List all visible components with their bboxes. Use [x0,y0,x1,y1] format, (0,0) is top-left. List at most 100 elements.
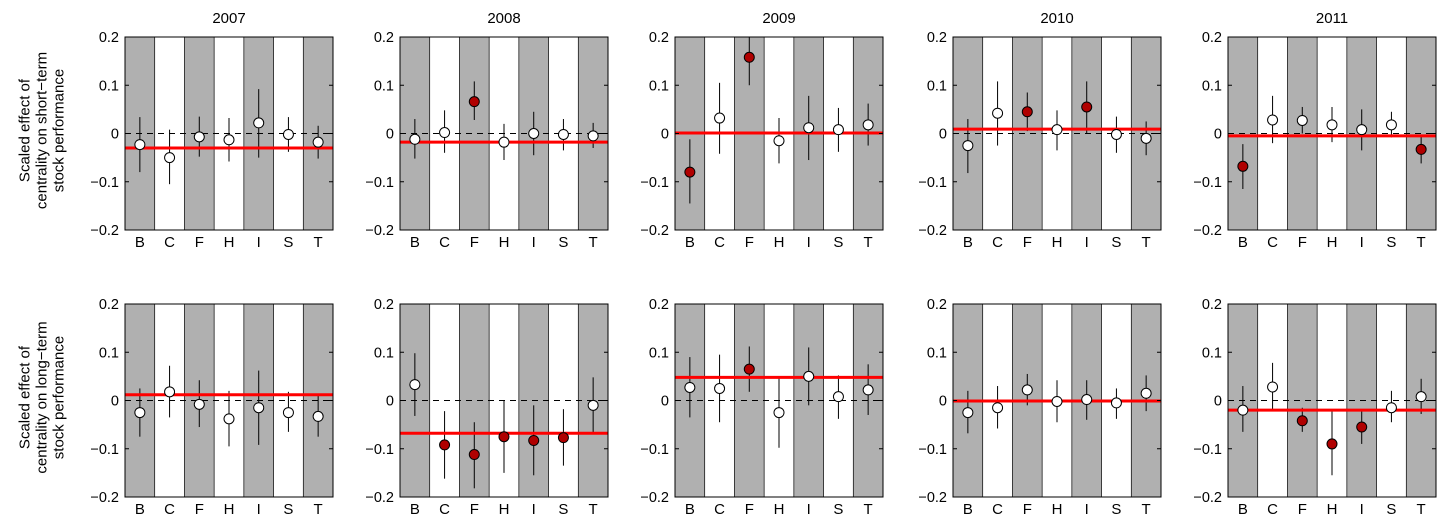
chart-panel-6: −0.2 −0.1 0 0.1 0.2 B C F H I S T [90,297,334,518]
data-point [1081,101,1093,113]
data-point [409,133,421,145]
data-point [409,379,421,391]
y-tick-label: −0.1 [90,175,119,191]
category-band [734,304,765,497]
x-tick-label: H [499,234,510,251]
data-point [1415,391,1427,403]
x-tick-label: B [685,234,695,251]
chart-panel-4: −0.2 −0.1 0 0.1 0.2 B C F H I S T 2010 [918,10,1162,251]
y-tick-label: 0.1 [649,78,669,94]
panel-title: 2007 [212,10,245,27]
y-tick-label: −0.1 [1193,175,1222,191]
y-tick-label: −0.1 [918,175,947,191]
y-tick-label: 0.2 [927,30,947,46]
x-tick-label: C [714,234,725,251]
y-tick-label: −0.2 [365,223,394,239]
x-tick-label: H [499,501,510,518]
x-tick-label: I [532,501,536,518]
x-tick-label: S [833,501,843,518]
x-tick-label: C [164,501,175,518]
x-tick-label: S [1386,234,1396,251]
data-point [1140,132,1152,144]
y-tick-label: 0.1 [1202,345,1222,361]
chart-panel-8: −0.2 −0.1 0 0.1 0.2 B C F H I S T [640,297,884,518]
x-tick-label: I [532,234,536,251]
x-tick-label: T [314,501,323,518]
data-point [992,402,1004,414]
x-tick-label: F [195,501,204,518]
data-point [1051,124,1063,136]
y-tick-label: −0.1 [640,442,669,458]
data-point [587,399,599,411]
y-tick-label: 0.1 [374,345,394,361]
data-point [1385,119,1397,131]
category-band [1287,304,1318,497]
y-tick-label: −0.2 [640,490,669,506]
chart-panel-9: −0.2 −0.1 0 0.1 0.2 B C F H I S T [918,297,1162,518]
data-point [962,140,974,152]
data-point [282,407,294,419]
y-tick-label: 0 [939,127,947,143]
y-tick-label: 0.2 [1202,297,1222,313]
x-tick-label: B [410,501,420,518]
x-tick-label: C [992,234,1003,251]
x-tick-label: C [164,234,175,251]
data-point [468,96,480,108]
x-tick-label: T [1142,234,1151,251]
y-tick-label: 0.1 [99,78,119,94]
data-point [862,384,874,396]
data-point [743,363,755,375]
y-tick-label: 0 [661,127,669,143]
data-point [134,139,146,151]
x-tick-label: H [1052,501,1063,518]
y-tick-label: 0.2 [1202,30,1222,46]
x-tick-label: T [589,234,598,251]
x-tick-label: B [1238,501,1248,518]
x-tick-label: I [807,501,811,518]
data-point [312,136,324,148]
x-tick-label: I [1360,234,1364,251]
data-point [992,107,1004,119]
data-point [223,134,235,146]
x-tick-label: I [807,234,811,251]
y-tick-label: −0.1 [365,442,394,458]
x-tick-label: S [283,234,293,251]
data-point [1415,143,1427,155]
data-point [1267,114,1279,126]
panel-title: 2010 [1040,10,1073,27]
x-tick-label: F [470,234,479,251]
y-tick-label: 0 [661,394,669,410]
data-point [1110,397,1122,409]
y-tick-label: 0 [386,394,394,410]
y-tick-label: −0.1 [1193,442,1222,458]
data-point [528,435,540,447]
y-tick-label: 0.2 [927,297,947,313]
data-point [1021,384,1033,396]
data-point [134,407,146,419]
data-point [439,127,451,139]
x-tick-label: H [1052,234,1063,251]
data-point [1385,402,1397,414]
data-point [1110,128,1122,140]
x-tick-label: F [1298,501,1307,518]
x-tick-label: S [283,501,293,518]
x-tick-label: F [745,234,754,251]
data-point [193,131,205,143]
x-tick-label: C [1267,501,1278,518]
y-tick-label: 0.2 [649,30,669,46]
y-tick-label: 0.2 [99,297,119,313]
data-point [714,112,726,124]
data-point [803,122,815,134]
data-point [684,166,696,178]
data-point [1326,119,1338,131]
data-point [1267,381,1279,393]
category-band [1012,37,1043,230]
x-tick-label: I [1085,501,1089,518]
y-tick-label: 0.2 [374,297,394,313]
y-tick-label: −0.2 [1193,223,1222,239]
data-point [528,128,540,139]
data-point [684,381,696,393]
data-point [1356,421,1368,433]
y-tick-label: 0 [111,394,119,410]
data-point [1021,106,1033,118]
